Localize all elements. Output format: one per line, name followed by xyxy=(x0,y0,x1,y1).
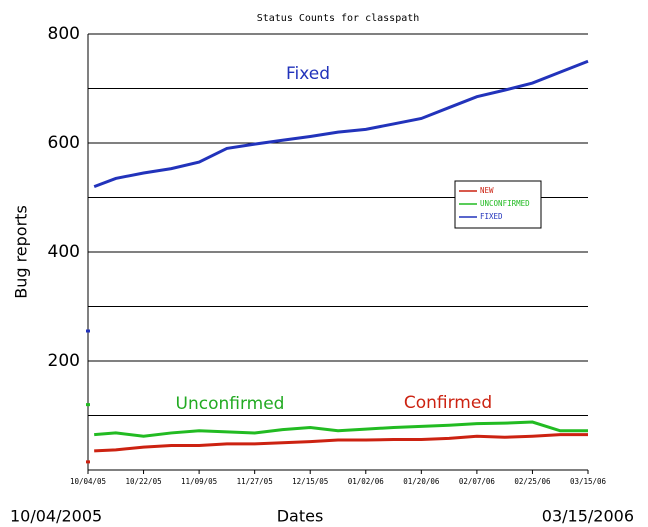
x-axis-label: Dates xyxy=(277,507,324,526)
y-tick-label: 800 xyxy=(48,24,80,44)
annotation: Confirmed xyxy=(404,393,492,413)
x-tick-label: 01/02/06 xyxy=(348,477,385,486)
x-tick-label: 10/22/05 xyxy=(125,477,161,486)
annotation: Unconfirmed xyxy=(176,394,285,414)
x-tick-label: 02/07/06 xyxy=(459,477,496,486)
legend-label: FIXED xyxy=(480,212,503,221)
annotation: Fixed xyxy=(286,64,330,84)
series-line xyxy=(86,433,588,464)
x-tick-label: 11/09/05 xyxy=(181,477,217,486)
y-tick-label: 600 xyxy=(48,133,80,153)
legend-label: NEW xyxy=(480,186,494,195)
x-tick-label: 03/15/06 xyxy=(570,477,607,486)
legend-label: UNCONFIRMED xyxy=(480,199,530,208)
x-tick-label: 01/20/06 xyxy=(403,477,440,486)
x-tick-label: 10/04/05 xyxy=(70,477,106,486)
x-tick-label: 12/15/05 xyxy=(292,477,328,486)
y-axis-label: Bug reports xyxy=(12,205,31,299)
chart-title: Status Counts for classpath xyxy=(257,13,420,24)
x-range-end: 03/15/2006 xyxy=(542,507,634,526)
x-range-start: 10/04/2005 xyxy=(10,507,102,526)
y-tick-label: 400 xyxy=(48,242,80,262)
series-line xyxy=(86,59,589,333)
x-tick-label: 11/27/05 xyxy=(237,477,273,486)
x-tick-label: 02/25/06 xyxy=(514,477,551,486)
series-line xyxy=(86,403,588,438)
y-tick-label: 200 xyxy=(48,351,80,371)
